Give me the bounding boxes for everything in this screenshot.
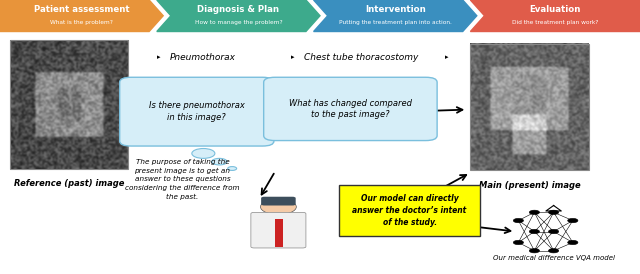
- Text: Chest tube thoracostomy: Chest tube thoracostomy: [304, 53, 419, 62]
- Text: Patient assessment: Patient assessment: [34, 5, 129, 14]
- Circle shape: [260, 199, 296, 215]
- Text: Intervention: Intervention: [365, 5, 426, 14]
- Text: Diagnosis & Plan: Diagnosis & Plan: [197, 5, 280, 14]
- Circle shape: [212, 158, 227, 165]
- Text: ▸: ▸: [291, 55, 294, 61]
- Text: What has changed compared
to the past image?: What has changed compared to the past im…: [289, 99, 412, 119]
- Circle shape: [529, 249, 540, 253]
- Circle shape: [529, 229, 540, 234]
- Text: Our medical difference VQA model: Our medical difference VQA model: [493, 255, 614, 261]
- FancyBboxPatch shape: [261, 197, 296, 206]
- Text: Pneumothorax: Pneumothorax: [170, 53, 236, 62]
- Polygon shape: [157, 0, 320, 32]
- Text: Is there pneumothorax
in this image?: Is there pneumothorax in this image?: [149, 101, 244, 122]
- Polygon shape: [470, 0, 640, 32]
- FancyBboxPatch shape: [264, 77, 437, 141]
- Text: ▸: ▸: [445, 55, 448, 61]
- Circle shape: [513, 240, 524, 245]
- Circle shape: [548, 210, 559, 215]
- Polygon shape: [0, 0, 163, 32]
- FancyBboxPatch shape: [275, 219, 283, 247]
- Circle shape: [548, 229, 559, 234]
- Text: Did the treatment plan work?: Did the treatment plan work?: [512, 20, 598, 25]
- Text: Evaluation: Evaluation: [529, 5, 581, 14]
- Text: Main (present) image: Main (present) image: [479, 181, 580, 190]
- Circle shape: [548, 249, 559, 253]
- Circle shape: [192, 149, 215, 158]
- FancyBboxPatch shape: [251, 212, 306, 248]
- Text: ▸: ▸: [157, 55, 160, 61]
- Circle shape: [568, 218, 578, 223]
- Text: How to manage the problem?: How to manage the problem?: [195, 20, 282, 25]
- Text: The purpose of taking the
present image is to get an
answer to these questions
c: The purpose of taking the present image …: [125, 159, 240, 200]
- Text: Putting the treatment plan into action.: Putting the treatment plan into action.: [339, 20, 452, 25]
- Circle shape: [513, 218, 524, 223]
- Text: Our model can directly
answer the doctor’s intent
of the study.: Our model can directly answer the doctor…: [353, 194, 467, 227]
- Circle shape: [529, 210, 540, 215]
- Circle shape: [568, 240, 578, 245]
- Text: Reference (past) image: Reference (past) image: [13, 179, 124, 189]
- Polygon shape: [314, 0, 477, 32]
- Text: What is the problem?: What is the problem?: [50, 20, 113, 25]
- FancyBboxPatch shape: [339, 185, 480, 236]
- Circle shape: [228, 167, 237, 170]
- FancyBboxPatch shape: [120, 77, 274, 146]
